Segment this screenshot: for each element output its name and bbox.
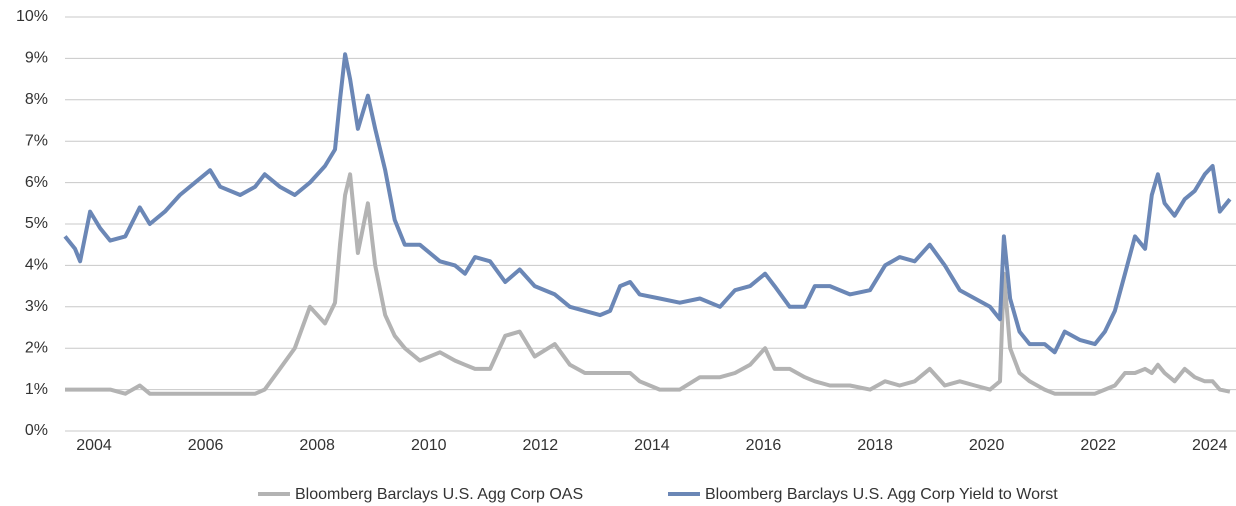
x-tick-label: 2006: [188, 437, 224, 454]
y-tick-label: 5%: [25, 215, 48, 232]
x-tick-label: 2014: [634, 437, 670, 454]
x-tick-label: 2022: [1080, 437, 1116, 454]
x-tick-label: 2012: [523, 437, 559, 454]
x-tick-label: 2024: [1192, 437, 1228, 454]
y-tick-label: 6%: [25, 174, 48, 191]
series-line: [63, 52, 1232, 355]
x-tick-label: 2008: [299, 437, 335, 454]
y-tick-label: 9%: [25, 50, 48, 67]
y-tick-label: 0%: [25, 422, 48, 439]
x-tick-label: 2020: [969, 437, 1005, 454]
y-tick-label: 1%: [25, 381, 48, 398]
series-line: [65, 172, 1231, 396]
y-tick-label: 10%: [16, 8, 48, 25]
legend-label: Bloomberg Barclays U.S. Agg Corp Yield t…: [705, 486, 1058, 503]
x-tick-label: 2016: [746, 437, 782, 454]
y-tick-label: 4%: [25, 257, 48, 274]
x-tick-label: 2010: [411, 437, 447, 454]
y-tick-label: 7%: [25, 132, 48, 149]
y-tick-label: 8%: [25, 91, 48, 108]
legend-label: Bloomberg Barclays U.S. Agg Corp OAS: [295, 486, 583, 503]
x-tick-label: 2018: [857, 437, 893, 454]
y-tick-label: 3%: [25, 298, 48, 315]
y-tick-label: 2%: [25, 339, 48, 356]
x-tick-label: 2004: [76, 437, 112, 454]
